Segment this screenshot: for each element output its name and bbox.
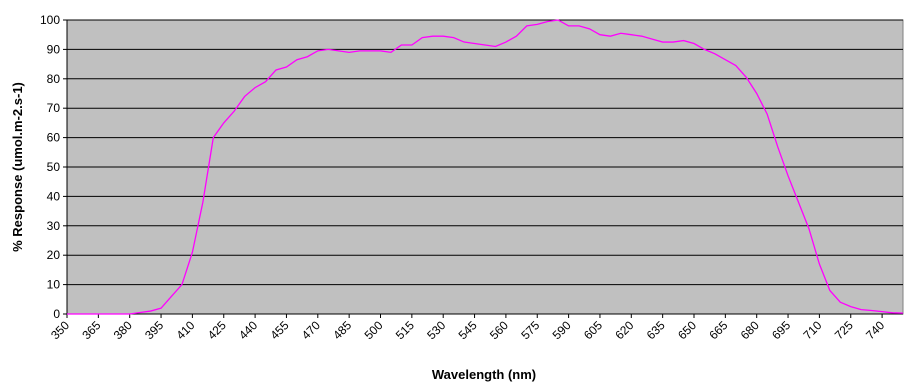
x-tick-label: 365 <box>79 318 103 342</box>
x-tick-label: 410 <box>173 318 197 342</box>
x-tick-label: 635 <box>644 318 668 342</box>
x-tick-label: 545 <box>456 318 480 342</box>
x-tick-label: 650 <box>675 318 699 342</box>
x-tick-label: 740 <box>863 318 887 342</box>
data-line <box>67 19 904 315</box>
x-tick-label: 725 <box>832 318 856 342</box>
x-tick-label: 380 <box>111 318 135 342</box>
x-tick-label: 590 <box>550 318 574 342</box>
x-tick-label: 560 <box>487 318 511 342</box>
y-tick-label: 20 <box>47 248 61 262</box>
x-tick-label: 695 <box>769 318 793 342</box>
x-tick-label: 605 <box>581 318 605 342</box>
y-tick-label: 80 <box>47 72 61 86</box>
y-axis-title: % Response (umol.m-2.s-1) <box>10 82 25 252</box>
x-tick-label: 500 <box>362 318 386 342</box>
x-tick-label: 455 <box>268 318 292 342</box>
y-tick-label: 10 <box>47 278 61 292</box>
y-tick-label: 100 <box>40 13 60 27</box>
x-tick-label: 485 <box>330 318 354 342</box>
x-tick-label: 620 <box>612 318 636 342</box>
x-axis-title: Wavelength (nm) <box>432 367 536 382</box>
y-tick-label: 40 <box>47 189 61 203</box>
x-tick-label: 470 <box>299 318 323 342</box>
x-tick-label: 680 <box>738 318 762 342</box>
x-tick-label: 710 <box>800 318 824 342</box>
y-tick-label: 60 <box>47 131 61 145</box>
x-tick-label: 575 <box>518 318 542 342</box>
y-tick-label: 70 <box>47 101 61 115</box>
y-tick-label: 50 <box>47 160 61 174</box>
y-tick-label: 90 <box>47 42 61 56</box>
x-tick-label: 350 <box>48 318 72 342</box>
x-tick-label: 515 <box>393 318 417 342</box>
y-tick-label: 30 <box>47 219 61 233</box>
x-tick-label: 665 <box>706 318 730 342</box>
y-tick-label: 0 <box>53 307 60 321</box>
x-tick-label: 440 <box>236 318 260 342</box>
x-tick-label: 530 <box>424 318 448 342</box>
x-tick-label: 425 <box>205 318 229 342</box>
x-tick-label: 395 <box>142 318 166 342</box>
